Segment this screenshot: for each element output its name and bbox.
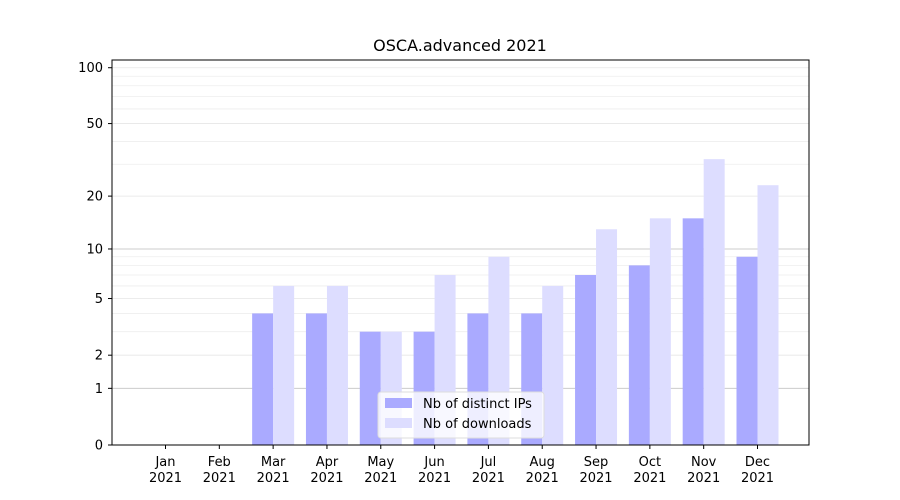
x-tick-label-month: May bbox=[367, 455, 394, 470]
bar bbox=[757, 185, 779, 445]
x-tick-label-year: 2021 bbox=[149, 471, 182, 486]
x-tick-label-month: Oct bbox=[639, 455, 661, 470]
x-tick-label-year: 2021 bbox=[203, 471, 236, 486]
bar bbox=[628, 265, 650, 445]
x-tick-label-year: 2021 bbox=[633, 471, 666, 486]
bar bbox=[305, 313, 327, 445]
x-tick-label-month: Dec bbox=[745, 455, 770, 470]
bar bbox=[596, 229, 618, 445]
chart-title: OSCA.advanced 2021 bbox=[373, 36, 547, 55]
y-tick-label: 20 bbox=[86, 190, 103, 205]
bar bbox=[542, 285, 564, 445]
y-tick-label: 1 bbox=[95, 382, 103, 397]
y-axis: 0 1 2 5 10 20 50 100 bbox=[78, 61, 112, 454]
bar bbox=[682, 218, 704, 445]
gridlines bbox=[112, 67, 809, 389]
x-tick-label-month: Nov bbox=[691, 455, 717, 470]
plot-frame bbox=[111, 59, 810, 446]
legend-label: Nb of downloads bbox=[423, 417, 532, 432]
bar bbox=[736, 256, 758, 445]
bar bbox=[326, 285, 348, 445]
x-tick-label-year: 2021 bbox=[472, 471, 505, 486]
x-tick-label-year: 2021 bbox=[741, 471, 774, 486]
x-tick-label-year: 2021 bbox=[526, 471, 559, 486]
y-tick-label: 100 bbox=[78, 61, 103, 76]
legend: Nb of distinct IPs Nb of downloads bbox=[377, 391, 545, 439]
x-axis: Jan2021Feb2021Mar2021Apr2021May2021Jun20… bbox=[149, 445, 774, 486]
x-tick-label-month: Jul bbox=[480, 455, 497, 470]
x-tick-label-month: Aug bbox=[530, 455, 555, 470]
y-tick-label: 50 bbox=[86, 117, 103, 132]
x-tick-label-month: Feb bbox=[208, 455, 231, 470]
legend-label: Nb of distinct IPs bbox=[423, 397, 532, 412]
x-tick-label-year: 2021 bbox=[364, 471, 397, 486]
bar bbox=[359, 331, 381, 445]
bar bbox=[575, 275, 597, 445]
y-tick-label: 0 bbox=[95, 439, 103, 454]
x-tick-label-month: Apr bbox=[316, 455, 339, 470]
x-tick-label-year: 2021 bbox=[579, 471, 612, 486]
legend-swatch bbox=[385, 418, 412, 428]
legend-box bbox=[377, 391, 545, 439]
x-tick-label-year: 2021 bbox=[418, 471, 451, 486]
x-tick-label-month: Jun bbox=[423, 455, 444, 470]
bar bbox=[703, 159, 725, 445]
x-tick-label-month: Sep bbox=[584, 455, 609, 470]
bar bbox=[273, 285, 295, 445]
x-tick-label-month: Mar bbox=[261, 455, 286, 470]
x-tick-label-year: 2021 bbox=[310, 471, 343, 486]
x-tick-label-month: Jan bbox=[154, 455, 175, 470]
y-tick-label: 5 bbox=[95, 292, 103, 307]
legend-swatch bbox=[385, 398, 412, 408]
y-tick-label: 2 bbox=[95, 349, 103, 364]
bar bbox=[649, 218, 671, 445]
bar bbox=[252, 313, 274, 445]
y-tick-label: 10 bbox=[86, 242, 103, 257]
x-tick-label-year: 2021 bbox=[257, 471, 290, 486]
x-tick-label-year: 2021 bbox=[687, 471, 720, 486]
